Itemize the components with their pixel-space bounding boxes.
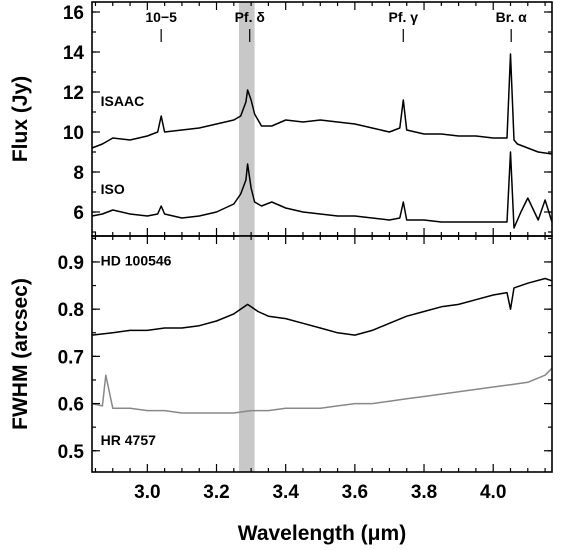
- y-tick-label: 0.9: [58, 253, 84, 274]
- line-id-pf: Pf. γ: [388, 9, 418, 25]
- fwhm-axis-ticks: 3.0 3.2 3.4 3.6 3.8 4.0 0.5 0.6 0.7 0.8 0.9: [58, 236, 552, 503]
- fwhm-panel: HD 100546 HR 4757 3.0 3.2 3.4 3.6 3.8 4.0 0.5 0.…: [9, 235, 553, 545]
- y-tick-label: 14: [63, 43, 85, 64]
- line-identifications: 10−5 Pf. δ Pf. γ Br. α: [145, 9, 527, 42]
- line-id-10-5: 10−5: [145, 9, 177, 25]
- line-id-br: Br. α: [496, 9, 528, 25]
- wavelength-x-axis-label: Wavelength (μm): [238, 522, 406, 545]
- x-tick-label: 3.4: [272, 482, 299, 503]
- series-label-hd-100546: HD 100546: [101, 252, 172, 268]
- flux-series-group: [91, 53, 553, 229]
- y-tick-label: 0.5: [58, 442, 85, 463]
- fwhm-series-group: [91, 277, 553, 414]
- series-label-hr-4757: HR 4757: [101, 432, 156, 448]
- series-label-iso: ISO: [101, 181, 125, 197]
- x-tick-label: 3.0: [134, 482, 160, 503]
- x-tick-label: 4.0: [480, 482, 506, 503]
- pf-delta-shaded-band: [238, 2, 255, 236]
- series-hr-4757-line: [91, 367, 553, 414]
- series-iso-line: [91, 151, 553, 229]
- y-tick-label: 0.8: [58, 300, 84, 321]
- flux-axis-ticks: 6 8 10 12 14 16: [63, 2, 552, 236]
- flux-y-axis-label: Flux (Jy): [9, 76, 32, 162]
- y-tick-label: 6: [73, 203, 84, 224]
- flux-series-labels: ISAAC ISO: [101, 93, 145, 197]
- fwhm-y-axis-label: FWHM (arcsec): [9, 278, 32, 430]
- series-isaac-line: [91, 53, 553, 155]
- fwhm-panel-frame: [91, 235, 553, 473]
- fwhm-series-labels: HD 100546 HR 4757: [101, 252, 172, 448]
- y-tick-label: 0.6: [58, 395, 84, 416]
- y-tick-label: 0.7: [58, 347, 84, 368]
- x-tick-label: 3.2: [203, 482, 229, 503]
- line-id-pf: Pf. δ: [235, 9, 265, 25]
- y-tick-label: 10: [63, 123, 84, 144]
- y-tick-label: 8: [73, 163, 84, 184]
- series-hd-100546-line: [91, 277, 553, 336]
- x-tick-label: 3.6: [342, 482, 368, 503]
- x-tick-label: 3.8: [411, 482, 437, 503]
- pf-delta-shaded-band-lower: [238, 236, 255, 472]
- y-tick-label: 12: [63, 83, 84, 104]
- series-label-isaac: ISAAC: [101, 93, 145, 109]
- y-tick-label: 16: [63, 3, 84, 24]
